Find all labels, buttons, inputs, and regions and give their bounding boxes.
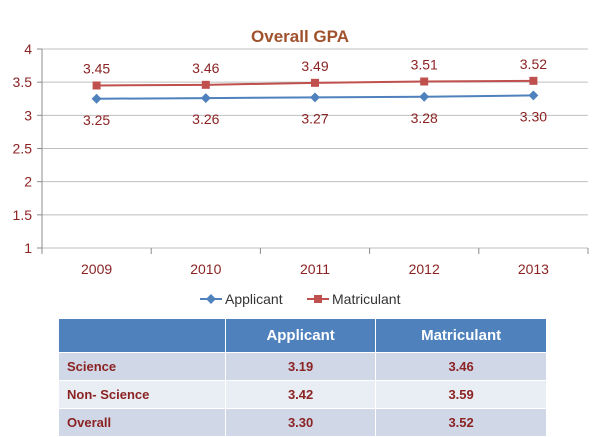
x-tick-label: 2013 — [518, 261, 549, 277]
table-header-row: Applicant Matriculant — [58, 318, 547, 353]
table-row: Overall 3.30 3.52 — [58, 408, 547, 437]
x-tick-label: 2012 — [409, 261, 440, 277]
applicant-data-label: 3.30 — [520, 108, 547, 124]
table-row: Non- Science 3.42 3.59 — [58, 380, 547, 409]
row-label: Overall — [58, 408, 226, 437]
legend-label-applicant: Applicant — [225, 291, 283, 307]
applicant-point — [528, 90, 539, 101]
matriculant-value: 3.46 — [375, 352, 547, 381]
applicant-data-label: 3.27 — [301, 110, 328, 126]
table-header-matriculant: Matriculant — [375, 318, 547, 353]
applicant-data-label: 3.26 — [192, 111, 219, 127]
y-tick-label: 3.5 — [13, 74, 33, 90]
gpa-line-chart: Overall GPA 1 1.5 2 2.5 3 3.5 4 2009 2010 2011 20… — [13, 27, 589, 307]
row-label: Science — [58, 352, 226, 381]
applicant-value: 3.30 — [224, 408, 377, 437]
matriculant-data-label: 3.52 — [520, 56, 547, 72]
y-tick-label: 2 — [24, 174, 32, 190]
matriculant-value: 3.59 — [375, 380, 547, 409]
matriculant-data-label: 3.49 — [301, 58, 328, 74]
applicant-point — [91, 93, 102, 104]
applicant-point — [200, 93, 211, 104]
y-tick-label: 1.5 — [13, 207, 33, 223]
x-tick-label: 2011 — [300, 261, 330, 277]
legend-label-matriculant: Matriculant — [332, 291, 401, 307]
matriculant-point — [529, 76, 538, 85]
applicant-point — [310, 92, 320, 103]
x-tick-label: 2009 — [81, 261, 112, 277]
matriculant-value: 3.52 — [375, 408, 547, 437]
x-tick-label: 2010 — [190, 261, 221, 277]
table-header-blank — [58, 318, 226, 353]
matriculant-data-label: 3.45 — [83, 60, 110, 76]
matriculant-data-label: 3.51 — [411, 57, 438, 73]
matriculant-point — [92, 81, 101, 90]
row-label: Non- Science — [58, 380, 226, 409]
y-tick-label: 4 — [24, 41, 32, 57]
applicant-data-label: 3.25 — [83, 112, 110, 128]
y-tick-label: 2.5 — [13, 141, 33, 157]
legend-marker-applicant — [206, 294, 216, 304]
table-header-applicant: Applicant — [224, 318, 377, 353]
chart-title: Overall GPA — [251, 27, 349, 46]
applicant-point — [419, 91, 430, 102]
table-row: Science 3.19 3.46 — [58, 352, 547, 381]
matriculant-point — [311, 78, 319, 87]
applicant-value: 3.19 — [224, 352, 377, 381]
y-tick-label: 3 — [24, 107, 32, 123]
legend-marker-matriculant — [314, 295, 322, 303]
applicant-value: 3.42 — [224, 380, 377, 409]
matriculant-data-label: 3.46 — [192, 60, 219, 76]
y-tick-label: 1 — [24, 240, 32, 256]
matriculant-point — [420, 77, 429, 86]
matriculant-point — [201, 80, 210, 89]
gpa-table: Applicant Matriculant Science 3.19 3.46 … — [58, 318, 547, 437]
applicant-data-label: 3.28 — [411, 110, 438, 126]
